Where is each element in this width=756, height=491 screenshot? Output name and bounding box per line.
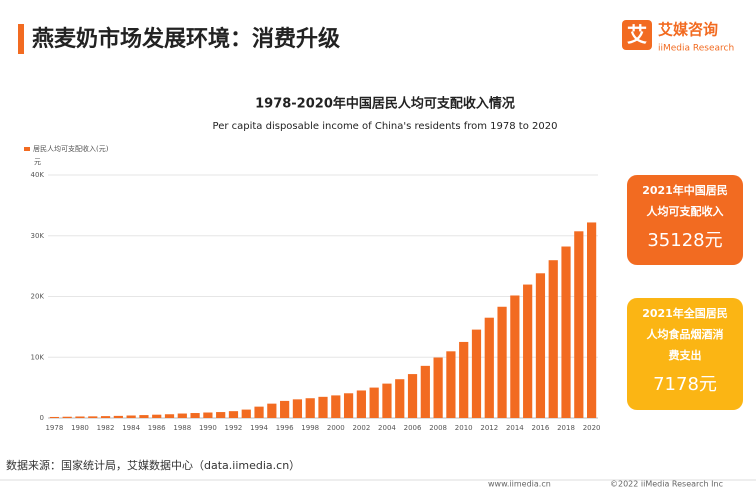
callout-box bbox=[627, 298, 743, 410]
x-tick-label: 2008 bbox=[429, 424, 447, 432]
bar bbox=[471, 329, 482, 418]
source: 数据来源：国家统计局，艾媒数据中心（data.iimedia.cn） bbox=[6, 458, 300, 472]
bar bbox=[523, 284, 533, 418]
bar bbox=[318, 396, 328, 418]
bar bbox=[395, 379, 405, 418]
footer-url: www.iimedia.cn bbox=[488, 480, 551, 489]
bar bbox=[75, 416, 85, 418]
x-tick-label: 1988 bbox=[173, 424, 191, 432]
bar bbox=[587, 222, 597, 418]
y-tick-label: 20K bbox=[31, 293, 45, 301]
bar bbox=[331, 395, 341, 418]
callout-text: 费支出 bbox=[669, 348, 702, 362]
copyright: ©2022 iiMedia Research Inc bbox=[610, 480, 723, 489]
x-tick-label: 1992 bbox=[225, 424, 243, 432]
bar bbox=[113, 415, 123, 418]
logo-name: 艾媒咨询 bbox=[658, 21, 718, 39]
x-tick-label: 1994 bbox=[250, 424, 268, 432]
x-tick-label: 2002 bbox=[352, 424, 370, 432]
callout-text: 人均可支配收入 bbox=[647, 204, 724, 218]
bar bbox=[484, 317, 494, 418]
x-tick-label: 1996 bbox=[276, 424, 294, 432]
bar bbox=[535, 273, 546, 418]
bar bbox=[241, 409, 251, 418]
legend-swatch bbox=[24, 147, 30, 151]
x-tick-label: 1984 bbox=[122, 424, 140, 432]
bar bbox=[292, 399, 303, 418]
bar bbox=[420, 365, 430, 418]
x-tick-label: 2020 bbox=[583, 424, 601, 432]
bar bbox=[100, 416, 111, 418]
x-tick-label: 2016 bbox=[532, 424, 550, 432]
bar bbox=[548, 260, 558, 418]
bar bbox=[228, 411, 239, 418]
callout-text: 2021年中国居民 bbox=[642, 183, 728, 197]
bar bbox=[177, 413, 187, 418]
logo-sub: iiMedia Research bbox=[658, 44, 734, 54]
bar bbox=[382, 383, 392, 418]
bar bbox=[356, 390, 366, 418]
chart-subtitle: Per capita disposable income of China's … bbox=[213, 121, 558, 132]
callout-value: 35128元 bbox=[647, 230, 722, 251]
bar bbox=[459, 341, 469, 418]
bar bbox=[267, 403, 277, 418]
bar bbox=[446, 351, 456, 418]
bar bbox=[254, 406, 264, 418]
bar bbox=[190, 413, 200, 418]
bar bbox=[510, 295, 520, 418]
bar bbox=[49, 416, 59, 418]
logo-icon bbox=[622, 20, 652, 50]
bar bbox=[152, 414, 162, 418]
page-title: 燕麦奶市场发展环境：消费升级 bbox=[32, 26, 340, 52]
x-tick-label: 1986 bbox=[148, 424, 166, 432]
x-tick-label: 2018 bbox=[557, 424, 575, 432]
bar bbox=[497, 306, 507, 418]
chart-title: 1978-2020年中国居民人均可支配收入情况 bbox=[255, 96, 515, 112]
x-tick-label: 1980 bbox=[71, 424, 89, 432]
callout-text: 人均食品烟酒消 bbox=[647, 327, 724, 341]
x-tick-label: 1978 bbox=[45, 424, 63, 432]
bar bbox=[88, 416, 98, 418]
bar bbox=[433, 357, 443, 418]
y-tick-label: 10K bbox=[31, 353, 45, 361]
callout-value: 7178元 bbox=[653, 374, 717, 395]
bar bbox=[561, 246, 571, 418]
x-tick-label: 1998 bbox=[301, 424, 319, 432]
bar bbox=[216, 412, 226, 418]
x-tick-label: 2010 bbox=[455, 424, 473, 432]
x-tick-label: 2006 bbox=[404, 424, 422, 432]
y-tick-label: 0 bbox=[40, 414, 44, 422]
x-tick-label: 1990 bbox=[199, 424, 217, 432]
bar bbox=[203, 412, 213, 418]
bar bbox=[407, 374, 418, 418]
callout-text: 2021年全国居民 bbox=[642, 306, 728, 320]
bar bbox=[62, 416, 72, 418]
bar bbox=[126, 415, 136, 418]
bar bbox=[139, 415, 149, 418]
legend-label: 居民人均可支配收入(元) bbox=[33, 144, 109, 153]
callout-box bbox=[627, 175, 743, 265]
x-tick-label: 2004 bbox=[378, 424, 396, 432]
x-tick-label: 2000 bbox=[327, 424, 345, 432]
x-tick-label: 2012 bbox=[480, 424, 498, 432]
bar bbox=[343, 393, 354, 418]
bar bbox=[280, 400, 290, 418]
y-tick-label: 30K bbox=[31, 232, 45, 240]
bar bbox=[369, 387, 379, 418]
y-unit: 元 bbox=[34, 158, 41, 166]
title-accent bbox=[18, 24, 24, 54]
x-tick-label: 1982 bbox=[97, 424, 115, 432]
bar bbox=[164, 414, 175, 418]
y-tick-label: 40K bbox=[31, 171, 45, 179]
logo-glyph: 艾 bbox=[627, 23, 647, 47]
bar bbox=[574, 231, 584, 418]
x-tick-label: 2014 bbox=[506, 424, 524, 432]
bar bbox=[305, 398, 315, 418]
